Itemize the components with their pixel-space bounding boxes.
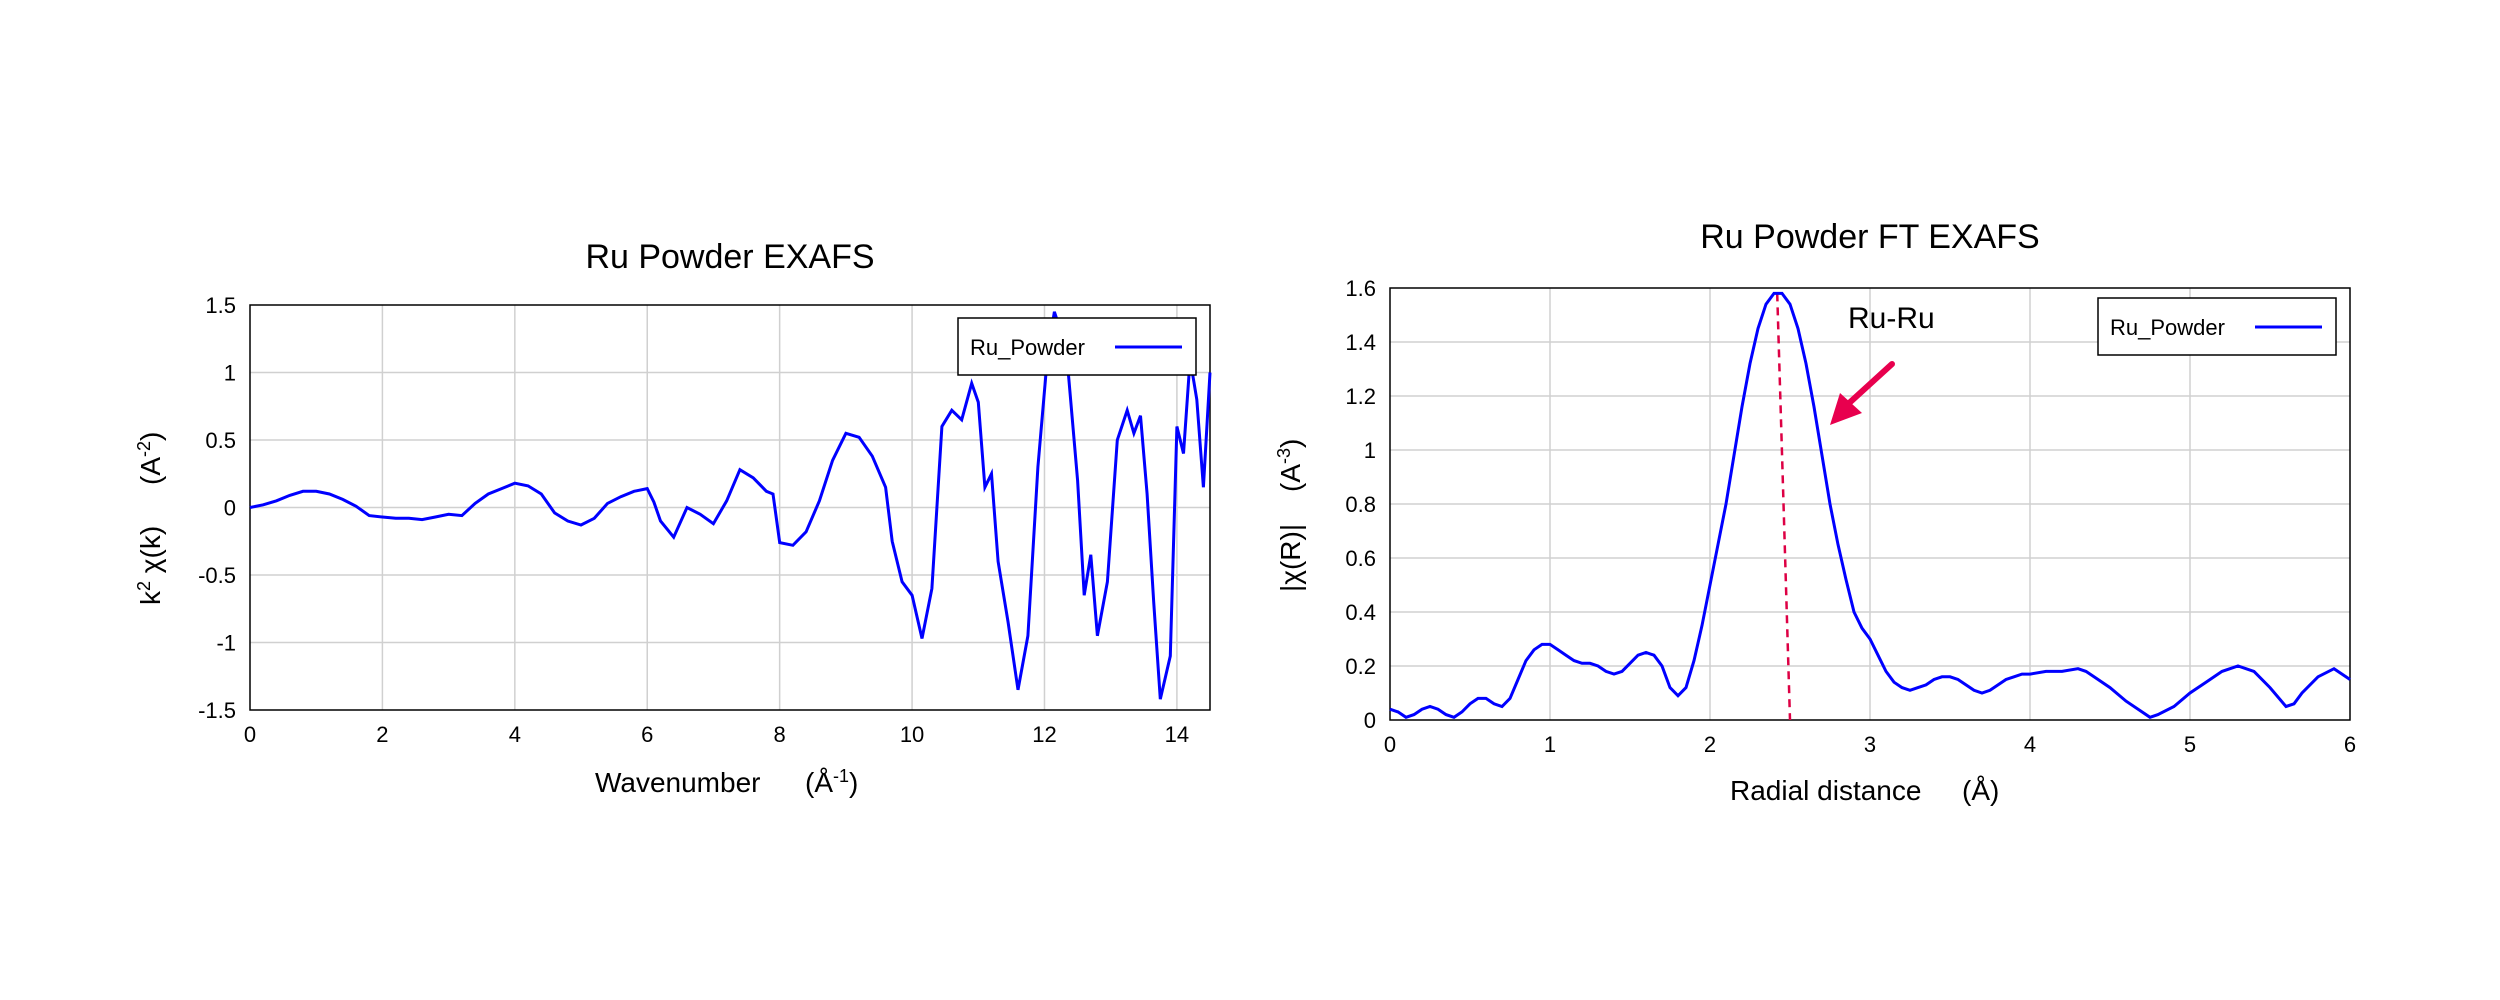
exafs-chart: Ru Powder EXAFS 0 2 4 6 8 10 12 14 -1.5-1-0.500… bbox=[134, 238, 1212, 798]
legend-label: Ru_Powder bbox=[970, 335, 1085, 360]
y-tick-label: 1.6 bbox=[1345, 276, 1376, 301]
y-tick-label: 1 bbox=[224, 361, 236, 386]
x-tick-label: 3 bbox=[1864, 732, 1876, 757]
legend: Ru_Powder bbox=[2097, 297, 2337, 356]
y-tick-label: 1.2 bbox=[1345, 384, 1376, 409]
y-tick-labels: -1.5 -1 -0.5 0 0.5 1 1.5 bbox=[198, 293, 236, 723]
y-tick-label: 0.5 bbox=[205, 428, 236, 453]
x-tick-label: 12 bbox=[1032, 722, 1056, 747]
annotation-label: Ru-Ru bbox=[1848, 302, 1935, 335]
plot-frame bbox=[1389, 287, 2351, 721]
legend-label: Ru_Powder bbox=[2110, 315, 2225, 340]
legend: Ru_Powder bbox=[957, 317, 1197, 376]
y-tick-label: 0.2 bbox=[1345, 654, 1376, 679]
y-tick-label: 0 bbox=[224, 496, 236, 521]
x-axis-unit: (Å) bbox=[1962, 775, 1999, 806]
arrow-head bbox=[1830, 393, 1862, 425]
x-axis-title: Radial distance bbox=[1730, 775, 1921, 806]
y-axis-title-group: |χ(R)| (A-3) bbox=[1274, 439, 1306, 592]
series-line-ru-powder bbox=[1389, 291, 2351, 719]
y-axis-unit: (A-3) bbox=[1274, 439, 1306, 492]
x-tick-label: 0 bbox=[1384, 732, 1396, 757]
y-tick-label: 0.6 bbox=[1345, 546, 1376, 571]
x-axis-unit: (Å-1) bbox=[805, 766, 858, 798]
arrow-shaft bbox=[1844, 361, 1895, 408]
x-tick-labels: 0 1 2 3 4 5 6 bbox=[1384, 732, 2356, 757]
y-tick-label: 1.5 bbox=[205, 293, 236, 318]
peak-marker-line bbox=[1775, 293, 1792, 721]
y-tick-label: -1.5 bbox=[198, 698, 236, 723]
grid bbox=[250, 305, 1210, 710]
x-tick-label: 8 bbox=[774, 722, 786, 747]
y-tick-label: 0.8 bbox=[1345, 492, 1376, 517]
y-tick-label: 0 bbox=[1364, 708, 1376, 733]
chart-title: Ru Powder FT EXAFS bbox=[1700, 218, 2040, 256]
ft-exafs-chart: Ru Powder FT EXAFS 0 1 2 3 4 5 6 0 0.2 0.4 0.6 0.8… bbox=[1274, 218, 2356, 806]
x-tick-label: 4 bbox=[2024, 732, 2036, 757]
x-tick-label: 4 bbox=[509, 722, 521, 747]
x-tick-label: 10 bbox=[900, 722, 924, 747]
chart-title: Ru Powder EXAFS bbox=[585, 238, 874, 276]
y-axis-unit: (A-2) bbox=[134, 432, 166, 485]
x-tick-label: 2 bbox=[1704, 732, 1716, 757]
y-tick-label: -0.5 bbox=[198, 563, 236, 588]
y-tick-label: 1 bbox=[1364, 438, 1376, 463]
series-line-ru-powder bbox=[249, 311, 1212, 700]
x-axis-title: Wavenumber bbox=[595, 767, 760, 798]
y-tick-label: -1 bbox=[216, 631, 236, 656]
y-axis-title-group: k2 χ(k) (A-2) bbox=[134, 432, 166, 605]
y-tick-label: 0.4 bbox=[1345, 600, 1376, 625]
x-tick-label: 2 bbox=[376, 722, 388, 747]
x-tick-label: 14 bbox=[1165, 722, 1189, 747]
y-axis-title: |χ(R)| bbox=[1275, 524, 1306, 592]
x-tick-label: 0 bbox=[244, 722, 256, 747]
x-tick-label: 6 bbox=[641, 722, 653, 747]
y-tick-labels: 0 0.2 0.4 0.6 0.8 1 1.2 1.4 1.6 bbox=[1345, 276, 1376, 733]
y-axis-title: k2 χ(k) bbox=[134, 526, 166, 605]
x-tick-label: 1 bbox=[1544, 732, 1556, 757]
x-tick-labels: 0 2 4 6 8 10 12 14 bbox=[244, 722, 1189, 747]
x-tick-label: 6 bbox=[2344, 732, 2356, 757]
x-tick-label: 5 bbox=[2184, 732, 2196, 757]
annotation-arrow bbox=[1830, 361, 1895, 425]
y-tick-label: 1.4 bbox=[1345, 330, 1376, 355]
